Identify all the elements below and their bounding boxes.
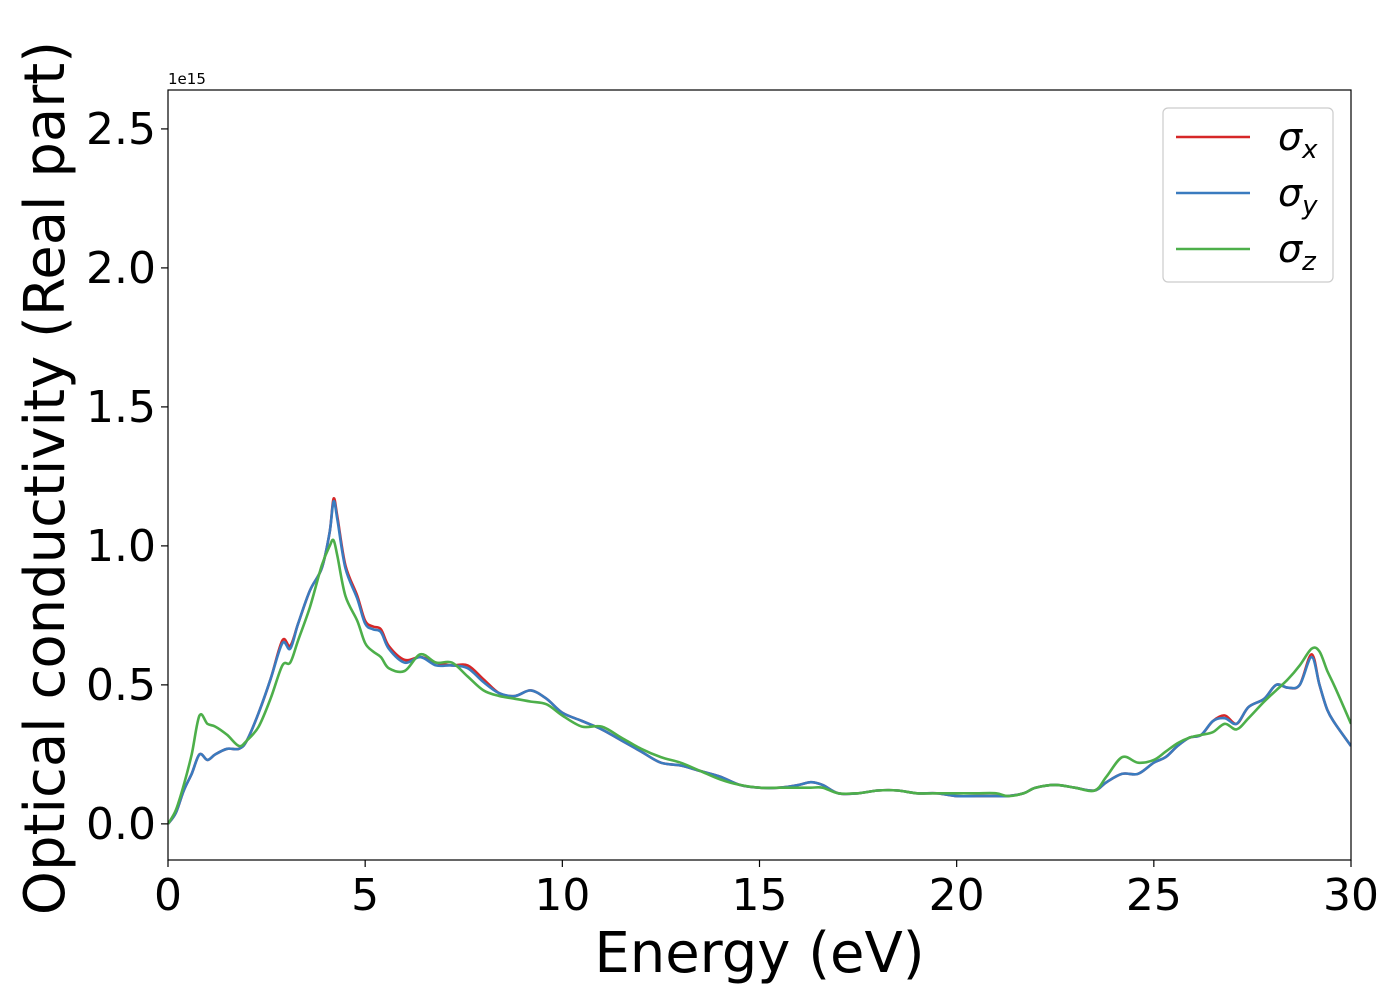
legend-label-subscript: x bbox=[1301, 135, 1318, 165]
legend-label: σx bbox=[1278, 115, 1318, 165]
series-line-sigma_z bbox=[168, 538, 1351, 825]
x-axis-label: Energy (eV) bbox=[594, 921, 924, 986]
series-line-sigma_x bbox=[168, 497, 1351, 825]
legend-label-symbol: σ bbox=[1278, 227, 1304, 271]
y-offset-label: 1e15 bbox=[168, 70, 206, 88]
legend-label-subscript: z bbox=[1301, 247, 1317, 277]
ticks-layer: 0 5 10 15 20 25 30 0.0 0.5 1.0 1.5 2.0 2.5 bbox=[86, 104, 1379, 921]
legend-label-symbol: σ bbox=[1278, 171, 1304, 215]
y-tick-label: 2.5 bbox=[86, 104, 156, 155]
legend-label: σz bbox=[1278, 227, 1317, 277]
series-layer bbox=[168, 497, 1351, 825]
legend-box bbox=[1162, 107, 1334, 283]
y-tick-label: 0.0 bbox=[86, 799, 156, 850]
x-tick-label: 5 bbox=[351, 870, 379, 921]
x-tick-label: 15 bbox=[732, 870, 788, 921]
x-tick-label: 0 bbox=[154, 870, 182, 921]
y-tick-label: 1.5 bbox=[86, 382, 156, 433]
y-tick-label: 2.0 bbox=[86, 243, 156, 294]
y-tick-label: 1.0 bbox=[86, 521, 156, 572]
series-line-sigma_y bbox=[168, 499, 1351, 825]
legend-label-subscript: y bbox=[1301, 191, 1318, 221]
legend-label: σy bbox=[1278, 171, 1318, 221]
x-tick-label: 25 bbox=[1126, 870, 1182, 921]
y-axis-label: Optical conductivity (Real part) bbox=[13, 41, 78, 915]
x-tick-label: 30 bbox=[1323, 870, 1379, 921]
x-tick-label: 10 bbox=[534, 870, 590, 921]
y-tick-label: 0.5 bbox=[86, 660, 156, 711]
legend-label-symbol: σ bbox=[1278, 115, 1304, 159]
x-tick-label: 20 bbox=[929, 870, 985, 921]
